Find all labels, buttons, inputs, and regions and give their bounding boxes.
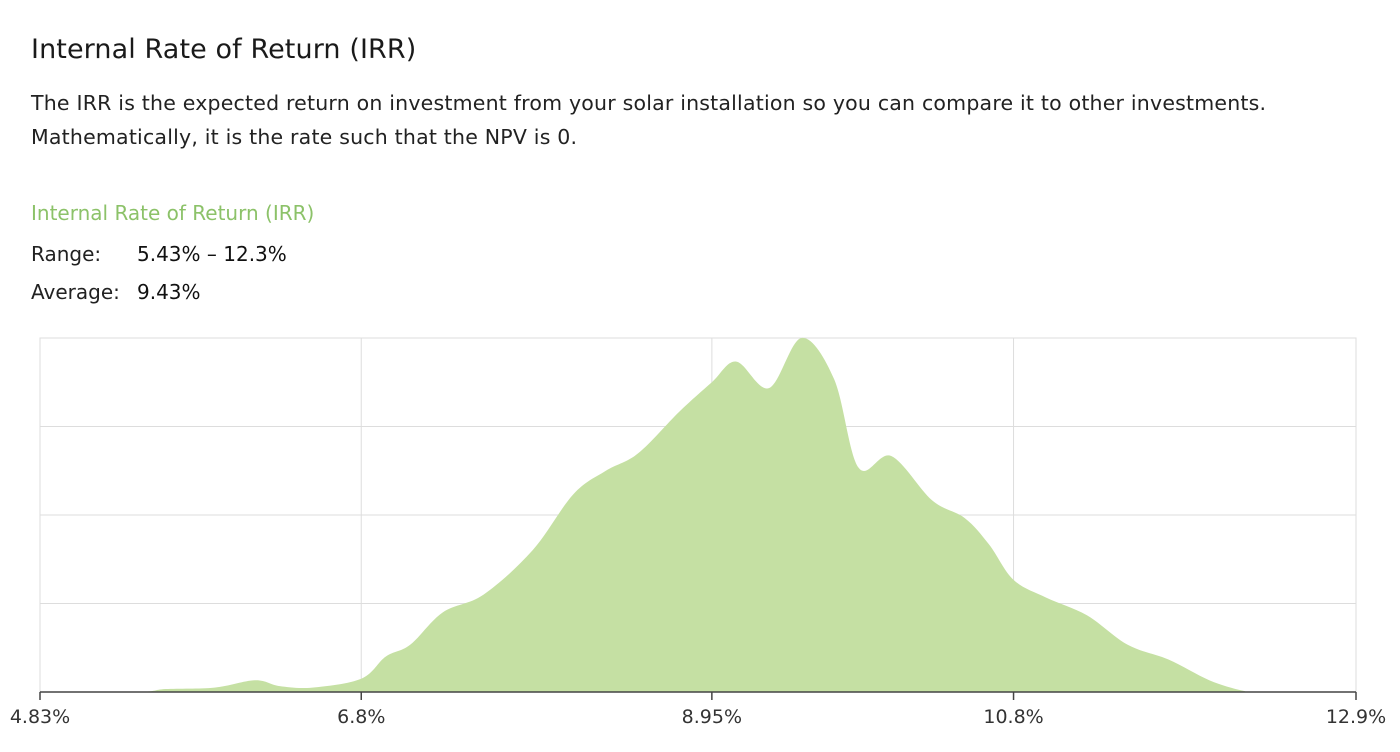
irr-density-area [40,337,1356,692]
description-line-1: The IRR is the expected return on invest… [31,91,1267,115]
chart-axis [39,691,1357,700]
x-tick-label: 4.83% [10,706,70,728]
range-value: 5.43% – 12.3% [137,242,287,266]
chart-tick-labels: 4.83% 6.8% 8.95% 10.8% 12.9% [10,706,1386,728]
x-tick-label: 6.8% [337,706,385,728]
average-row: Average: 9.43% [31,280,201,304]
chart-area-layer [40,337,1356,692]
average-label: Average: [31,280,120,304]
page-description: The IRR is the expected return on invest… [31,86,1371,154]
average-value: 9.43% [137,280,201,304]
x-tick-label: 10.8% [983,706,1043,728]
page-title: Internal Rate of Return (IRR) [31,34,417,65]
x-tick-label: 8.95% [682,706,742,728]
irr-distribution-chart: 4.83% 6.8% 8.95% 10.8% 12.9% [10,337,1386,728]
range-label: Range: [31,242,102,266]
description-line-2: Mathematically, it is the rate such that… [31,125,578,149]
x-tick-label: 12.9% [1326,706,1386,728]
metric-title: Internal Rate of Return (IRR) [31,201,315,225]
range-row: Range: 5.43% – 12.3% [31,242,287,266]
